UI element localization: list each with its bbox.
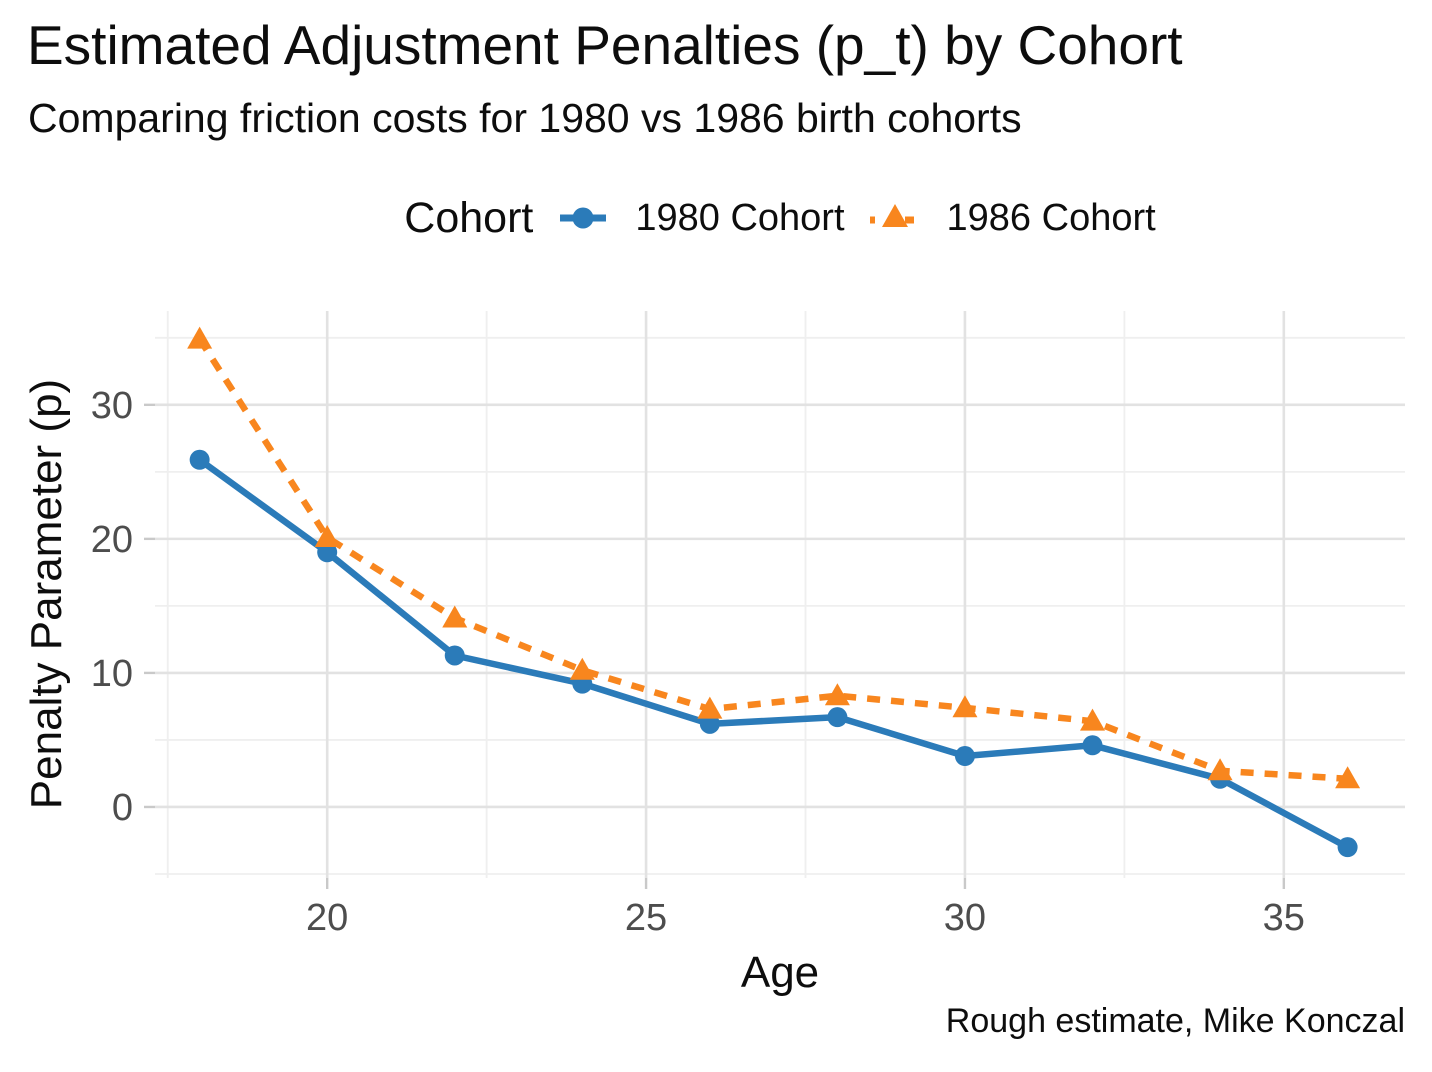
chart-title: Estimated Adjustment Penalties (p_t) by … [27,14,1183,76]
data-point-triangle [952,695,978,718]
legend-item-1986-cohort: 1986 Cohort [869,196,1156,240]
x-tick-label: 30 [944,897,986,939]
x-tick-label: 35 [1263,897,1305,939]
legend-label: 1986 Cohort [946,196,1156,239]
circle-marker-icon [560,207,607,229]
y-tick-label: 0 [112,787,133,829]
series-line-1986-cohort [196,337,1348,783]
y-axis-title: Penalty Parameter (p) [22,378,71,810]
legend-label: 1980 Cohort [635,196,845,239]
data-point-circle [444,645,465,666]
y-tick-label: 10 [91,653,133,695]
series-line-1980-cohort [197,457,1350,851]
legend: Cohort 1980 Cohort 1986 Cohort [155,190,1405,246]
x-tick-label: 25 [625,897,667,939]
data-point-triangle [187,326,213,349]
data-point-circle [827,707,848,728]
data-point-circle [699,713,720,734]
legend-item-1980-cohort: 1980 Cohort [558,196,845,240]
data-point-triangle [1335,766,1361,789]
data-point-circle [954,746,975,767]
data-point-triangle [442,605,468,628]
data-point-triangle [1207,758,1233,781]
caption: Rough estimate, Mike Konczal [945,1002,1405,1040]
triangle-marker-icon [869,204,920,227]
x-axis-title: Age [740,948,820,997]
data-point-circle [1337,837,1358,858]
data-point-triangle [824,683,850,706]
data-point-circle [317,542,338,563]
legend-title: Cohort [404,193,534,242]
chart-subtitle: Comparing friction costs for 1980 vs 198… [28,95,1022,141]
y-tick-label: 20 [91,519,133,561]
data-point-triangle [697,696,723,719]
data-point-circle [1082,735,1103,756]
x-tick-label: 20 [306,897,348,939]
data-point-triangle [1080,708,1105,731]
data-point-triangle [569,657,595,680]
data-point-triangle [314,525,340,548]
y-tick-label: 30 [91,385,133,427]
data-point-circle [189,449,210,470]
